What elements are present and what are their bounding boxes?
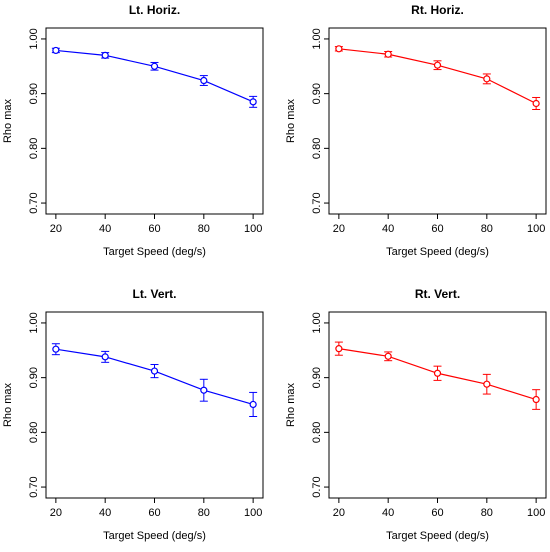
series-line: [338, 48, 537, 105]
y-tick-label: 0.90: [311, 83, 323, 104]
data-point: [249, 400, 257, 409]
y-tick-label: 1.00: [28, 312, 40, 333]
y-tick-label: 0.80: [28, 422, 40, 443]
x-tick-label: 40: [382, 223, 394, 235]
data-point: [150, 367, 159, 375]
panel-title: Rt. Vert.: [415, 287, 460, 301]
x-tick-label: 100: [244, 507, 262, 519]
y-tick-label: 1.00: [28, 28, 40, 49]
x-axis-label: Target Speed (deg/s): [103, 246, 206, 258]
x-axis-label: Target Speed (deg/s): [386, 246, 489, 258]
data-point: [335, 345, 343, 353]
data-point: [52, 46, 60, 55]
plot-frame: [328, 311, 547, 499]
data-point: [433, 369, 442, 377]
x-tick-label: 40: [382, 507, 394, 519]
x-tick-label: 80: [481, 507, 493, 519]
plot-frame: [328, 27, 547, 215]
x-tick-label: 40: [99, 223, 111, 235]
y-tick-label: 0.70: [28, 476, 40, 497]
y-tick-label: 0.90: [311, 367, 323, 388]
data-point: [384, 50, 392, 58]
x-tick-label: 100: [244, 223, 262, 235]
series-line: [55, 49, 254, 103]
y-tick-label: 0.90: [28, 367, 40, 388]
x-tick-label: 40: [99, 507, 111, 519]
data-point: [483, 380, 491, 388]
chart-panel-4: Rt. Vert. 20 40 60 80 100 0.70 0.80 0.90 1.00 Targ…: [285, 287, 547, 542]
chart-panel-1: Lt. Horiz. 20 40 60 80 100 0.70 0.80 0.90 1.00 Tar…: [2, 3, 264, 258]
x-tick-label: 20: [50, 223, 62, 235]
data-point: [532, 395, 540, 404]
y-tick-label: 0.70: [28, 192, 40, 213]
plot-frame: [45, 27, 264, 215]
data-point: [101, 51, 109, 59]
y-tick-label: 0.70: [311, 192, 323, 213]
x-tick-label: 20: [50, 507, 62, 519]
y-tick-label: 0.90: [28, 83, 40, 104]
y-tick-label: 1.00: [311, 28, 323, 49]
data-point: [200, 386, 208, 394]
data-point: [249, 98, 257, 106]
x-tick-label: 60: [431, 223, 443, 235]
y-tick-label: 0.70: [311, 476, 323, 497]
data-point: [335, 45, 343, 53]
x-tick-label: 80: [481, 223, 493, 235]
y-tick-label: 1.00: [311, 312, 323, 333]
y-axis-label: Rho max: [2, 98, 14, 143]
panel-title: Lt. Horiz.: [129, 3, 180, 17]
panel-title: Lt. Vert.: [132, 287, 176, 301]
y-tick-label: 0.80: [28, 138, 40, 159]
data-point: [101, 353, 109, 361]
x-tick-label: 20: [333, 507, 345, 519]
plot-frame: [45, 311, 264, 499]
x-tick-label: 80: [198, 507, 210, 519]
data-point: [150, 62, 159, 70]
data-point: [483, 75, 491, 83]
chart-panel-3: Lt. Vert. 20 40 60 80 100 0.70 0.80 0.90 1.00 Targ…: [2, 287, 264, 542]
data-point: [52, 345, 60, 353]
y-axis-label: Rho max: [285, 98, 297, 143]
chart-panel-2: Rt. Horiz. 20 40 60 80 100 0.70 0.80 0.90 1.00 Tar…: [285, 3, 547, 258]
x-tick-label: 100: [527, 223, 545, 235]
x-tick-label: 60: [148, 507, 160, 519]
data-point: [200, 76, 208, 85]
x-tick-label: 20: [333, 223, 345, 235]
x-tick-label: 80: [198, 223, 210, 235]
data-point: [384, 352, 392, 360]
y-axis-label: Rho max: [285, 382, 297, 427]
y-axis-label: Rho max: [2, 382, 14, 427]
x-axis-label: Target Speed (deg/s): [386, 530, 489, 542]
data-point: [532, 99, 540, 108]
panel-title: Rt. Horiz.: [411, 3, 464, 17]
y-tick-label: 0.80: [311, 138, 323, 159]
x-axis-label: Target Speed (deg/s): [103, 530, 206, 542]
y-tick-label: 0.80: [311, 422, 323, 443]
x-tick-label: 60: [148, 223, 160, 235]
data-point: [433, 61, 442, 69]
x-tick-label: 100: [527, 507, 545, 519]
x-tick-label: 60: [431, 507, 443, 519]
